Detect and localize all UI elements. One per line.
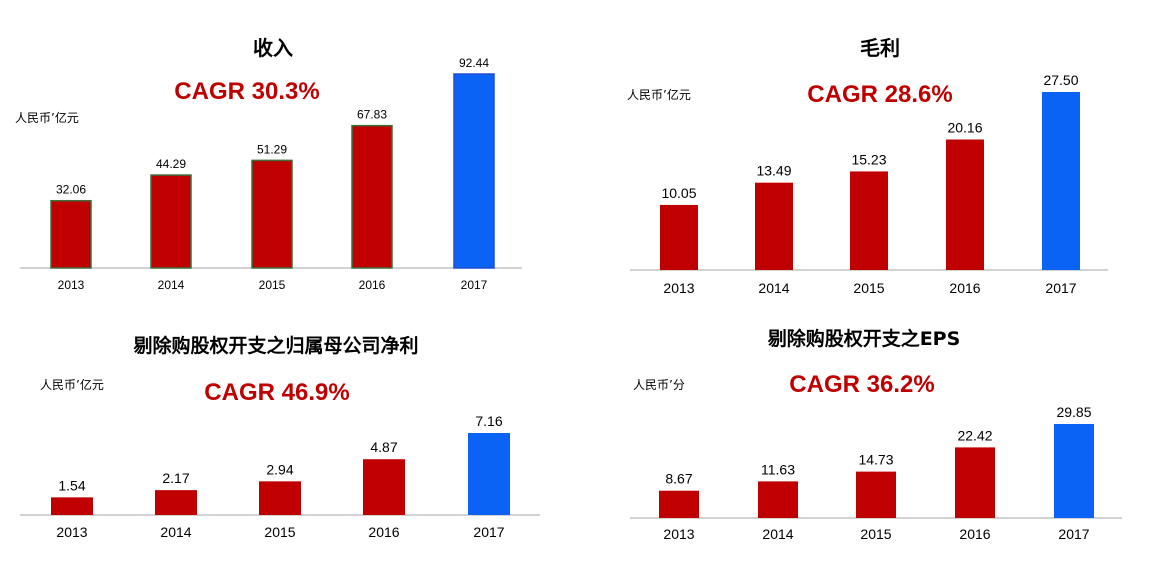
bar-2015: [251, 159, 293, 269]
cagr-label: CAGR 30.3%: [174, 78, 319, 105]
value-label-2017: 29.85: [1056, 404, 1091, 420]
value-label-2014: 11.63: [761, 461, 795, 477]
bar-2016: [351, 124, 393, 269]
tick-label-2016: 2016: [949, 280, 980, 296]
value-label-2017: 7.16: [475, 413, 502, 429]
value-label-2013: 32.06: [56, 183, 86, 197]
value-label-2017: 27.50: [1043, 72, 1078, 88]
tick-label-2017: 2017: [473, 524, 504, 540]
chart-title: 收入: [253, 36, 293, 60]
chart-net-profit: 剔除购股权开支之归属母公司净利 CAGR 46.9% 人民币’亿元 1.54 20…: [20, 334, 540, 540]
tick-label-2015: 2015: [264, 524, 295, 540]
value-label-2013: 1.54: [58, 477, 85, 493]
bar-2016: [363, 459, 405, 515]
tick-label-2013: 2013: [663, 526, 694, 542]
bar-2015: [259, 481, 301, 515]
bar-2017: [1054, 424, 1094, 518]
tick-label-2013: 2013: [58, 278, 85, 292]
bar-2014: [155, 490, 197, 515]
bar-2017: [453, 73, 495, 269]
value-label-2016: 67.83: [357, 108, 387, 122]
tick-label-2017: 2017: [1058, 526, 1089, 542]
value-label-2015: 2.94: [266, 461, 293, 477]
chart-title: 剔除购股权开支之归属母公司净利: [132, 334, 418, 357]
cagr-label: CAGR 28.6%: [807, 81, 952, 108]
tick-label-2017: 2017: [461, 278, 488, 292]
tick-label-2015: 2015: [860, 526, 891, 542]
tick-label-2013: 2013: [56, 524, 87, 540]
bar-2014: [150, 174, 192, 269]
value-label-2015: 51.29: [257, 142, 287, 156]
value-label-2016: 22.42: [957, 427, 992, 443]
value-label-2017: 92.44: [459, 56, 489, 70]
tick-label-2016: 2016: [359, 278, 386, 292]
tick-label-2017: 2017: [1045, 280, 1076, 296]
chart-gross-profit: 毛利 CAGR 28.6% 人民币’亿元 10.05 2013 13.49 2014 1…: [627, 36, 1108, 296]
bar-2014: [755, 182, 793, 270]
cagr-label: CAGR 36.2%: [789, 371, 934, 398]
tick-label-2014: 2014: [762, 526, 793, 542]
unit-label: 人民币’分: [633, 378, 685, 392]
bar-2014: [758, 481, 798, 518]
value-label-2014: 44.29: [156, 157, 186, 171]
bar-2017: [1042, 92, 1080, 270]
value-label-2013: 10.05: [661, 185, 696, 201]
tick-label-2016: 2016: [959, 526, 990, 542]
bar-2016: [946, 139, 984, 270]
value-label-2013: 8.67: [665, 471, 692, 487]
bar-2015: [856, 471, 896, 518]
tick-label-2014: 2014: [758, 280, 789, 296]
value-label-2015: 14.73: [858, 452, 893, 468]
tick-label-2013: 2013: [663, 280, 694, 296]
tick-label-2015: 2015: [259, 278, 286, 292]
bar-2013: [51, 497, 93, 515]
bar-2017: [468, 433, 510, 515]
value-label-2016: 20.16: [947, 120, 982, 136]
chart-title: 剔除购股权开支之EPS: [767, 327, 961, 350]
value-label-2014: 13.49: [756, 163, 791, 179]
bar-2016: [955, 447, 995, 518]
unit-label: 人民币’亿元: [627, 87, 691, 102]
value-label-2016: 4.87: [370, 439, 397, 455]
tick-label-2015: 2015: [853, 280, 884, 296]
value-label-2015: 15.23: [851, 151, 886, 167]
value-label-2014: 2.17: [162, 470, 189, 486]
tick-label-2014: 2014: [160, 524, 191, 540]
bar-2013: [660, 204, 698, 270]
chart-eps: 剔除购股权开支之EPS CAGR 36.2% 人民币’分 8.67 2013 11.…: [630, 327, 1122, 542]
bar-2013: [659, 490, 699, 518]
unit-label: 人民币’亿元: [40, 377, 104, 392]
chart-revenue: 收入 CAGR 30.3% 人民币’亿元 32.06 2013 44.29 2014 5…: [15, 36, 522, 292]
chart-title: 毛利: [860, 36, 900, 60]
bar-2013: [50, 199, 92, 269]
tick-label-2016: 2016: [368, 524, 399, 540]
cagr-label: CAGR 46.9%: [204, 379, 349, 406]
unit-label: 人民币’亿元: [15, 110, 79, 125]
tick-label-2014: 2014: [158, 278, 185, 292]
bar-2015: [850, 171, 888, 270]
